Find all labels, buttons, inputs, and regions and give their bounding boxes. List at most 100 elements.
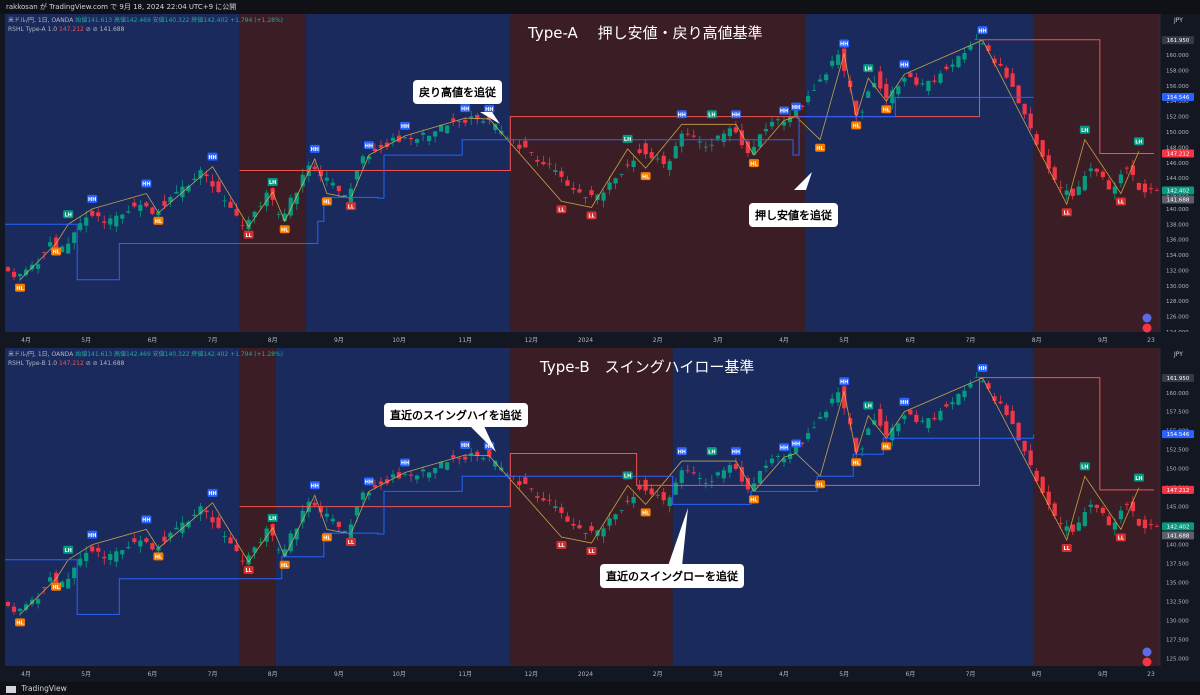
candle <box>601 525 606 543</box>
candle <box>72 566 77 585</box>
candle <box>637 143 642 155</box>
x-tick-label: 9月 <box>1098 337 1108 344</box>
candle <box>757 133 763 148</box>
candle <box>204 170 209 183</box>
swing-label-hh: HH <box>400 458 411 467</box>
y-tick-label: 150.000 <box>1166 467 1189 473</box>
candle <box>1022 103 1027 119</box>
candle <box>360 490 366 506</box>
candle <box>691 466 696 476</box>
chart-canvas-type-b[interactable]: JPY160.000157.500155.000152.500150.00014… <box>0 348 1200 682</box>
candle <box>505 472 510 476</box>
candle <box>1106 177 1111 190</box>
candle <box>234 538 239 553</box>
svg-text:LL: LL <box>245 233 252 239</box>
candle <box>1124 502 1130 511</box>
svg-text:HL: HL <box>750 498 758 504</box>
svg-text:HH: HH <box>678 113 686 119</box>
currency-label: JPY <box>1173 17 1183 24</box>
svg-text:LH: LH <box>269 516 276 522</box>
price-badge: 142.402 <box>1162 186 1194 195</box>
swing-label-hh: HH <box>400 121 411 130</box>
x-tick-label: 8月 <box>1032 671 1042 678</box>
candle <box>998 57 1003 67</box>
candle <box>1028 444 1033 468</box>
candle <box>896 422 901 436</box>
swing-label-hh: HH <box>779 443 790 451</box>
svg-text:HH: HH <box>311 147 319 153</box>
candle <box>366 491 372 500</box>
candle <box>914 73 919 87</box>
candle <box>739 123 745 149</box>
candle <box>619 173 624 178</box>
candle <box>198 502 203 521</box>
candle <box>11 267 17 280</box>
candle <box>17 608 23 617</box>
y-tick-label: 126.000 <box>1166 315 1189 321</box>
candle <box>174 521 179 530</box>
price-axis <box>1160 14 1200 346</box>
candle <box>655 154 660 163</box>
candle <box>763 123 769 136</box>
svg-text:LL: LL <box>588 549 595 555</box>
legend-indicator[interactable]: RSHL Type-B 1.0 <box>8 360 58 367</box>
candle <box>1082 171 1087 192</box>
candle <box>336 185 341 197</box>
x-tick-label: 11月 <box>458 337 472 344</box>
candle <box>1052 165 1057 183</box>
candle <box>318 501 323 518</box>
x-tick-label: 2月 <box>653 671 663 678</box>
candle <box>980 41 985 46</box>
regime-band-bull <box>672 348 1034 666</box>
candle <box>1016 84 1021 104</box>
candle <box>968 41 973 52</box>
chart-panel-type-b[interactable]: JPY160.000157.500155.000152.500150.00014… <box>0 348 1200 682</box>
y-tick-label: 128.000 <box>1166 299 1189 305</box>
candle <box>48 571 53 584</box>
candle <box>378 140 384 154</box>
candle <box>1148 183 1154 194</box>
candle <box>1124 165 1130 174</box>
candle <box>974 34 979 40</box>
swing-label-lh: LH <box>267 178 278 186</box>
svg-text:HL: HL <box>883 445 891 451</box>
legend-indicator[interactable]: RSHL Type-A 1.0 <box>8 26 58 33</box>
candle <box>1100 505 1105 516</box>
callout-pointer <box>480 112 500 124</box>
time-axis <box>0 666 1200 682</box>
chart-canvas-type-a[interactable]: JPY 160.000 158.000 156.000 154.000 152.000 15… <box>0 14 1200 346</box>
candle <box>811 421 817 429</box>
candle <box>186 184 191 193</box>
chart-panel-type-a[interactable]: JPY 160.000 158.000 156.000 154.000 152.000 15… <box>0 14 1200 346</box>
legend-type-a: 米ドル/円, 1日, OANDA 始値141.613 高値142.469 安値1… <box>8 17 283 33</box>
candle <box>727 462 732 479</box>
candle <box>300 168 305 193</box>
candle <box>150 206 155 216</box>
svg-text:HH: HH <box>732 449 740 455</box>
regime-band-bear <box>510 14 806 332</box>
candle <box>842 379 847 415</box>
price-badge: 154.546 <box>1162 430 1194 439</box>
candle <box>583 196 588 204</box>
candle <box>932 412 937 422</box>
candle <box>162 530 167 545</box>
legend-indicator-value-1: 147.212 <box>59 26 84 33</box>
swing-label-hh: HH <box>730 110 741 119</box>
svg-text:154.546: 154.546 <box>1167 95 1190 101</box>
candle <box>733 121 739 135</box>
svg-text:161.950: 161.950 <box>1167 376 1190 382</box>
panel-title-type-a: Type-A 押し安値・戻り高値基準 <box>528 24 763 42</box>
footer-brand[interactable]: TradingView <box>21 684 67 693</box>
swing-label-hh: HH <box>309 144 320 153</box>
candle <box>523 136 528 148</box>
candle <box>805 427 811 442</box>
swing-label-hl: HL <box>640 172 651 180</box>
candle <box>751 140 757 155</box>
candle <box>90 209 95 218</box>
svg-text:HH: HH <box>792 105 800 111</box>
candle <box>836 49 841 69</box>
candle <box>727 125 732 142</box>
candle <box>102 551 107 565</box>
swing-label-hh: HH <box>207 488 218 497</box>
candle <box>932 75 937 84</box>
